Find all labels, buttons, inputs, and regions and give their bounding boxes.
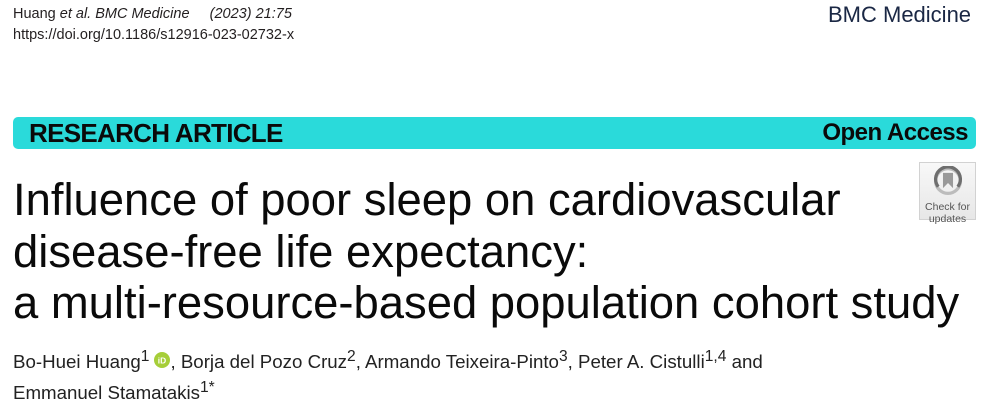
svg-text:iD: iD (158, 356, 166, 366)
